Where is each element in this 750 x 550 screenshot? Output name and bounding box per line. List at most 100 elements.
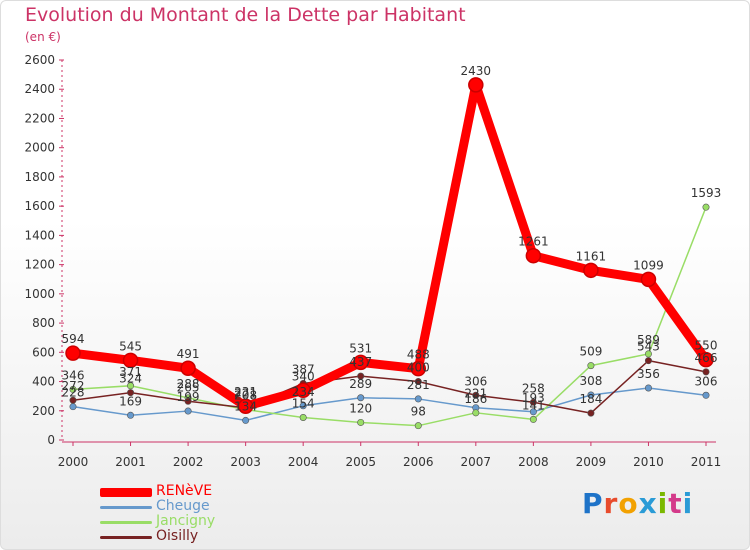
data-point bbox=[414, 378, 422, 386]
data-point bbox=[357, 418, 365, 426]
logo-letter: t bbox=[668, 487, 683, 520]
data-label: 387 bbox=[292, 362, 315, 376]
data-label: 234 bbox=[292, 385, 315, 399]
y-tick-label: 400 bbox=[32, 375, 55, 389]
data-point bbox=[352, 354, 369, 371]
data-point bbox=[529, 398, 537, 406]
data-label: 531 bbox=[349, 341, 372, 355]
data-point bbox=[414, 395, 422, 403]
y-tick-label: 2200 bbox=[24, 111, 55, 125]
data-label: 324 bbox=[119, 372, 142, 386]
x-tick-label: 2005 bbox=[345, 455, 376, 469]
data-point bbox=[184, 397, 192, 405]
data-point bbox=[184, 407, 192, 415]
data-point bbox=[69, 385, 77, 393]
data-point bbox=[702, 391, 710, 399]
x-tick-label: 2008 bbox=[518, 455, 549, 469]
x-tick-label: 2010 bbox=[633, 455, 664, 469]
y-tick-label: 0 bbox=[47, 433, 55, 447]
data-label: 169 bbox=[119, 394, 142, 408]
data-point bbox=[640, 271, 657, 288]
data-point bbox=[529, 415, 537, 423]
data-label: 491 bbox=[177, 347, 200, 361]
data-label: 1593 bbox=[691, 186, 722, 200]
data-point bbox=[65, 345, 81, 361]
legend-label: Jancigny bbox=[156, 513, 216, 529]
y-tick-label: 1200 bbox=[24, 258, 55, 272]
legend-label: RENèVE bbox=[156, 483, 213, 499]
data-point bbox=[529, 408, 537, 416]
data-point bbox=[702, 203, 710, 211]
data-label: 265 bbox=[177, 380, 200, 394]
chart-subtitle: (en €) bbox=[25, 30, 61, 44]
data-point bbox=[357, 394, 365, 402]
data-point bbox=[127, 389, 135, 397]
data-point bbox=[69, 396, 77, 404]
data-label: 488 bbox=[407, 348, 430, 362]
data-label: 289 bbox=[349, 377, 372, 391]
data-label: 1099 bbox=[633, 258, 664, 272]
data-point bbox=[69, 403, 77, 411]
data-label: 400 bbox=[407, 361, 430, 375]
logo-letter: x bbox=[638, 487, 658, 520]
legend-swatch bbox=[100, 520, 152, 524]
data-point bbox=[299, 402, 307, 410]
x-tick-label: 2000 bbox=[58, 455, 89, 469]
data-label: 1261 bbox=[518, 235, 549, 249]
data-point bbox=[237, 398, 254, 414]
legend-label: Oisilly bbox=[156, 528, 199, 544]
logo-letter: i bbox=[657, 487, 669, 520]
series-line-renève bbox=[68, 80, 711, 411]
x-tick-label: 2006 bbox=[403, 455, 434, 469]
data-point bbox=[180, 360, 196, 376]
data-point bbox=[299, 413, 307, 421]
data-label: 231 bbox=[234, 385, 257, 399]
x-tick-label: 2001 bbox=[115, 455, 146, 469]
data-point bbox=[414, 422, 422, 430]
logo-letter: o bbox=[618, 487, 639, 520]
data-label: 134 bbox=[234, 399, 257, 413]
x-tick-label: 2002 bbox=[173, 455, 204, 469]
y-tick-label: 2400 bbox=[24, 82, 55, 96]
data-label: 228 bbox=[62, 386, 85, 400]
data-point bbox=[468, 77, 484, 93]
data-label: 186 bbox=[464, 392, 487, 406]
y-tick-label: 1400 bbox=[24, 228, 55, 242]
data-point bbox=[644, 350, 652, 358]
data-label: 98 bbox=[411, 405, 426, 419]
data-point bbox=[698, 351, 714, 368]
series-line-cheuge bbox=[72, 387, 707, 422]
x-tick-label: 2004 bbox=[288, 455, 319, 469]
data-label: 308 bbox=[579, 374, 602, 388]
data-point bbox=[122, 352, 139, 369]
data-point bbox=[702, 368, 710, 376]
data-label: 258 bbox=[522, 381, 545, 395]
data-point bbox=[525, 247, 542, 264]
y-tick-label: 2600 bbox=[24, 53, 55, 67]
data-label: 154 bbox=[292, 396, 315, 410]
logo-letter: P bbox=[582, 487, 604, 520]
data-label: 594 bbox=[62, 332, 85, 346]
data-label: 199 bbox=[177, 390, 200, 404]
legend-label: Cheuge bbox=[156, 498, 210, 514]
y-tick-label: 1600 bbox=[24, 199, 55, 213]
data-label: 543 bbox=[637, 340, 660, 354]
data-point bbox=[127, 382, 135, 390]
data-label: 306 bbox=[695, 374, 718, 388]
data-label: 466 bbox=[695, 351, 718, 365]
data-point bbox=[127, 411, 135, 419]
legend-swatch bbox=[100, 535, 152, 539]
data-point bbox=[357, 372, 365, 380]
data-label: 221 bbox=[464, 387, 487, 401]
data-label: 545 bbox=[119, 339, 142, 353]
data-label: 356 bbox=[637, 367, 660, 381]
chart-title: Evolution du Montant de la Dette par Hab… bbox=[25, 4, 466, 26]
data-label: 208 bbox=[234, 389, 257, 403]
data-label: 550 bbox=[695, 339, 718, 353]
y-tick-label: 600 bbox=[32, 345, 55, 359]
data-point bbox=[472, 409, 480, 417]
data-point bbox=[242, 416, 250, 424]
x-tick-label: 2011 bbox=[691, 455, 722, 469]
data-label: 141 bbox=[522, 398, 545, 412]
x-tick-label: 2003 bbox=[230, 455, 261, 469]
